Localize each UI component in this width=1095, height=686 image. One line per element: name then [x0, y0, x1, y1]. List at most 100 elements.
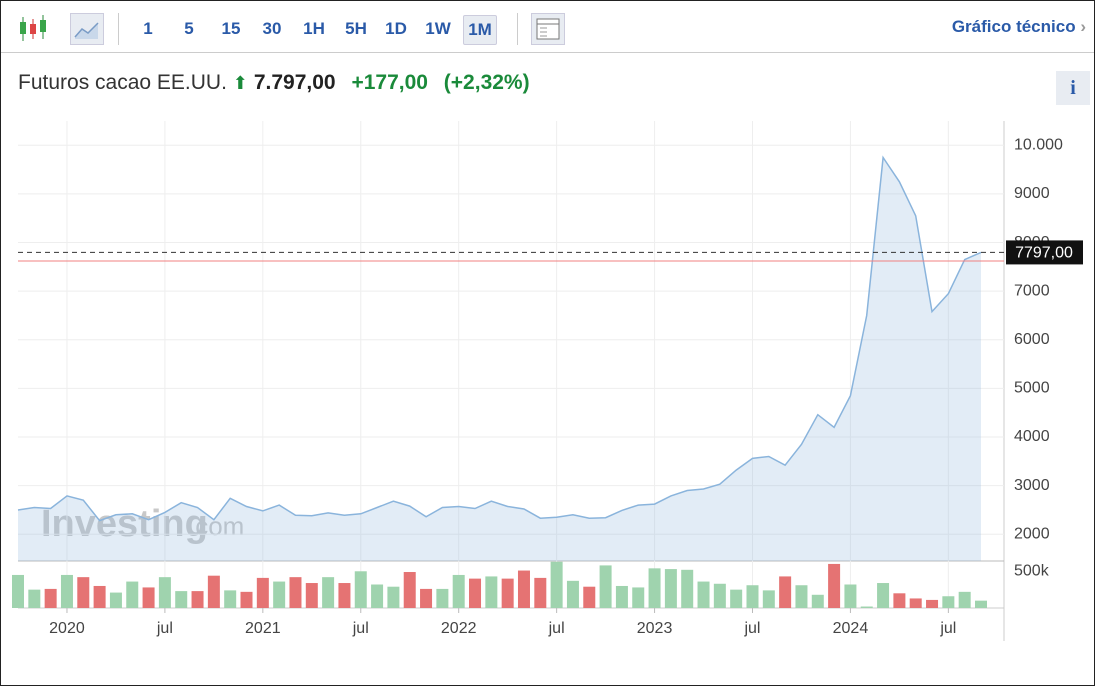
volume-bar: [975, 600, 987, 608]
volume-bar: [811, 594, 824, 608]
volume-bar: [28, 589, 41, 608]
technical-chart-link[interactable]: Gráfico técnico ›: [951, 17, 1086, 36]
volume-bar: [664, 569, 677, 608]
separator: [517, 13, 518, 45]
y-tick-label: 5000: [1014, 380, 1050, 397]
x-tick-label: jul: [156, 620, 173, 637]
y-tick-label: 2000: [1014, 525, 1050, 542]
y-tick-label: 6000: [1014, 331, 1050, 348]
volume-bar: [632, 587, 645, 608]
volume-bar: [583, 586, 596, 608]
info-button[interactable]: i: [1056, 71, 1090, 105]
volume-bar: [387, 586, 400, 608]
volume-bar: [697, 581, 710, 608]
x-tick-label: jul: [939, 620, 956, 637]
volume-bar: [893, 593, 906, 608]
line-icon[interactable]: [70, 13, 104, 45]
price-line: [17, 155, 982, 522]
volume-bar: [877, 583, 890, 608]
x-tick-label: 2024: [833, 620, 869, 637]
interval-button[interactable]: 5: [184, 19, 194, 38]
volume-bar: [452, 574, 465, 608]
volume-bar: [354, 571, 367, 608]
volume-bar: [338, 583, 351, 608]
volume-bar: [713, 583, 726, 608]
x-tick-label: jul: [352, 620, 369, 637]
y-tick-label: 10.000: [1014, 137, 1063, 154]
price-tag-label: 7797,00: [1015, 245, 1073, 262]
y-tick-label: 3000: [1014, 477, 1050, 494]
volume-bar: [12, 574, 24, 608]
volume-bar: [305, 583, 318, 608]
table-icon[interactable]: [531, 13, 565, 45]
volume-bar: [142, 587, 155, 608]
interval-button[interactable]: 5H: [345, 19, 367, 38]
volume-bar: [77, 577, 90, 608]
volume-bar: [322, 577, 335, 608]
volume-bar: [860, 606, 873, 608]
watermark: Investing: [41, 503, 208, 545]
interval-button[interactable]: 1H: [303, 19, 325, 38]
volume-bar: [844, 584, 857, 608]
x-tick-label: 2023: [637, 620, 673, 637]
volume-bar: [469, 578, 482, 608]
volume-bar: [681, 569, 694, 608]
interval-button[interactable]: 1: [143, 19, 153, 38]
x-tick-label: jul: [548, 620, 565, 637]
volume-bar: [926, 599, 939, 608]
price: 7.797,00: [253, 71, 336, 94]
volume-tick-label: 500k: [1014, 563, 1050, 580]
interval-button[interactable]: 15: [221, 19, 241, 38]
instrument-title: Futuros cacao EE.UU.: [18, 71, 227, 94]
interval-button[interactable]: 30: [262, 19, 282, 38]
volume-bar: [550, 561, 563, 608]
volume-bar: [93, 585, 106, 608]
volume-bar: [762, 590, 775, 608]
volume-bar: [60, 574, 73, 608]
volume-bar: [420, 588, 433, 608]
x-tick-label: 2021: [245, 620, 281, 637]
grid: [18, 121, 1004, 608]
change-pct: (+2,32%): [443, 71, 530, 94]
volume-bar: [566, 580, 579, 608]
volume-bar: [109, 592, 122, 608]
volume-bar: [534, 577, 547, 608]
volume-bar: [240, 591, 253, 608]
area: [18, 157, 981, 561]
candle-icon[interactable]: [13, 9, 53, 49]
volume-bar: [436, 588, 449, 608]
y-tick-label: 4000: [1014, 428, 1050, 445]
volume-bar: [126, 581, 139, 608]
volume-bar: [909, 598, 922, 608]
interval-button[interactable]: 1D: [385, 19, 407, 38]
volume-bar: [273, 581, 286, 608]
volume-bar: [224, 590, 237, 608]
volume-bar: [942, 596, 955, 608]
volume-bar: [746, 585, 759, 608]
y-tick-label: 9000: [1014, 185, 1050, 202]
volume-bar: [207, 575, 220, 608]
volume-bar: [158, 577, 171, 608]
y-tick-label: 8000: [1014, 234, 1050, 251]
separator: [118, 13, 119, 45]
volume-bar: [615, 585, 628, 608]
volume-bar: [599, 565, 612, 608]
x-tick-label: jul: [743, 620, 760, 637]
y-tick-label: 7000: [1014, 282, 1050, 299]
change: +177,00: [351, 71, 428, 94]
watermark: .com: [188, 511, 244, 541]
volume-bar: [828, 563, 841, 608]
x-tick-label: 2022: [441, 620, 477, 637]
volume-bar: [501, 578, 514, 608]
volume-bar: [44, 588, 57, 608]
volume-bar: [730, 589, 743, 608]
volume-bar: [191, 591, 204, 608]
volume-bar: [256, 577, 269, 608]
interval-button[interactable]: 1W: [425, 19, 451, 38]
volume-bar: [371, 584, 384, 608]
interval-button[interactable]: 1M: [463, 15, 497, 45]
link-text[interactable]: Gráfico técnico: [951, 17, 1076, 36]
volume-bar: [517, 570, 530, 608]
